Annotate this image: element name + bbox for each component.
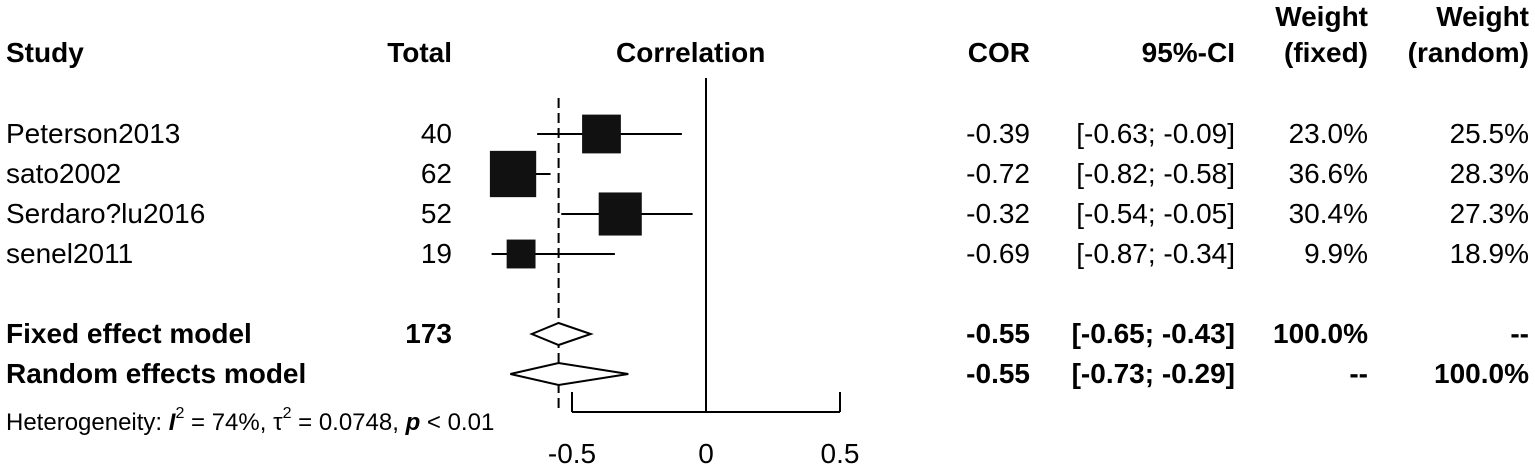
- model-weight-random: --: [1510, 318, 1529, 349]
- study-weight-random: 27.3%: [1449, 198, 1529, 229]
- summary-diamond: [529, 321, 594, 347]
- study-weight-square: [582, 114, 621, 154]
- study-ci: [-0.63; -0.09]: [1076, 118, 1235, 149]
- study-name: sato2002: [6, 158, 122, 189]
- model-weight-fixed: --: [1349, 358, 1368, 389]
- study-weight-random: 28.3%: [1449, 158, 1529, 189]
- x-tick-label: -0.5: [548, 438, 596, 469]
- header-weight-random-line2: (random): [1407, 37, 1529, 68]
- study-weight-square: [489, 150, 537, 198]
- i-squared-symbol: I: [168, 409, 176, 436]
- model-total: 173: [405, 318, 452, 349]
- study-weight-square: [598, 192, 642, 236]
- model-weight-random: 100.0%: [1434, 358, 1529, 389]
- summary-diamond: [510, 361, 629, 387]
- study-weight-random: 25.5%: [1449, 118, 1529, 149]
- study-cor: -0.72: [966, 158, 1030, 189]
- header-weight-fixed-line1: Weight: [1275, 1, 1368, 32]
- tau-squared-value: = 0.0748,: [291, 409, 406, 436]
- study-weight-random: 18.9%: [1449, 238, 1529, 269]
- i-squared-value: = 74%,: [184, 409, 274, 436]
- study-weight-fixed: 30.4%: [1288, 198, 1368, 229]
- study-total: 52: [420, 198, 452, 229]
- model-name: Random effects model: [6, 358, 307, 389]
- study-cor: -0.69: [966, 238, 1030, 269]
- x-tick-label: 0: [698, 438, 714, 469]
- header-study: Study: [6, 37, 84, 68]
- model-ci: [-0.65; -0.43]: [1071, 318, 1235, 349]
- tau-squared-symbol: τ: [273, 409, 283, 436]
- study-ci: [-0.82; -0.58]: [1076, 158, 1235, 189]
- model-cor: -0.55: [966, 318, 1030, 349]
- header-correlation: Correlation: [616, 37, 766, 68]
- study-ci: [-0.54; -0.05]: [1076, 198, 1235, 229]
- study-cor: -0.32: [966, 198, 1030, 229]
- study-weight-fixed: 23.0%: [1288, 118, 1368, 149]
- header-total: Total: [387, 37, 452, 68]
- model-name: Fixed effect model: [6, 318, 252, 349]
- p-value: < 0.01: [420, 409, 495, 436]
- study-ci: [-0.87; -0.34]: [1076, 238, 1235, 269]
- study-weight-fixed: 36.6%: [1288, 158, 1368, 189]
- x-tick-label: 0.5: [821, 438, 860, 469]
- heterogeneity-prefix: Heterogeneity:: [6, 409, 169, 436]
- study-weight-fixed: 9.9%: [1304, 238, 1368, 269]
- study-total: 19: [420, 238, 452, 269]
- study-total: 62: [420, 158, 452, 189]
- header-ci: 95%-CI: [1141, 37, 1235, 68]
- p-symbol: p: [405, 409, 421, 436]
- study-name: Peterson2013: [6, 118, 181, 149]
- model-weight-fixed: 100.0%: [1273, 318, 1368, 349]
- model-ci: [-0.73; -0.29]: [1071, 358, 1235, 389]
- header-cor: COR: [967, 37, 1030, 68]
- study-cor: -0.39: [966, 118, 1030, 149]
- study-total: 40: [420, 118, 452, 149]
- study-name: Serdaro?lu2016: [6, 198, 206, 229]
- model-cor: -0.55: [966, 358, 1030, 389]
- header-weight-fixed-line2: (fixed): [1284, 37, 1368, 68]
- study-name: senel2011: [6, 238, 134, 269]
- header-weight-random-line1: Weight: [1436, 1, 1529, 32]
- heterogeneity-stats: Heterogeneity: I2 = 74%, τ2 = 0.0748, p …: [6, 405, 495, 436]
- study-weight-square: [506, 239, 536, 269]
